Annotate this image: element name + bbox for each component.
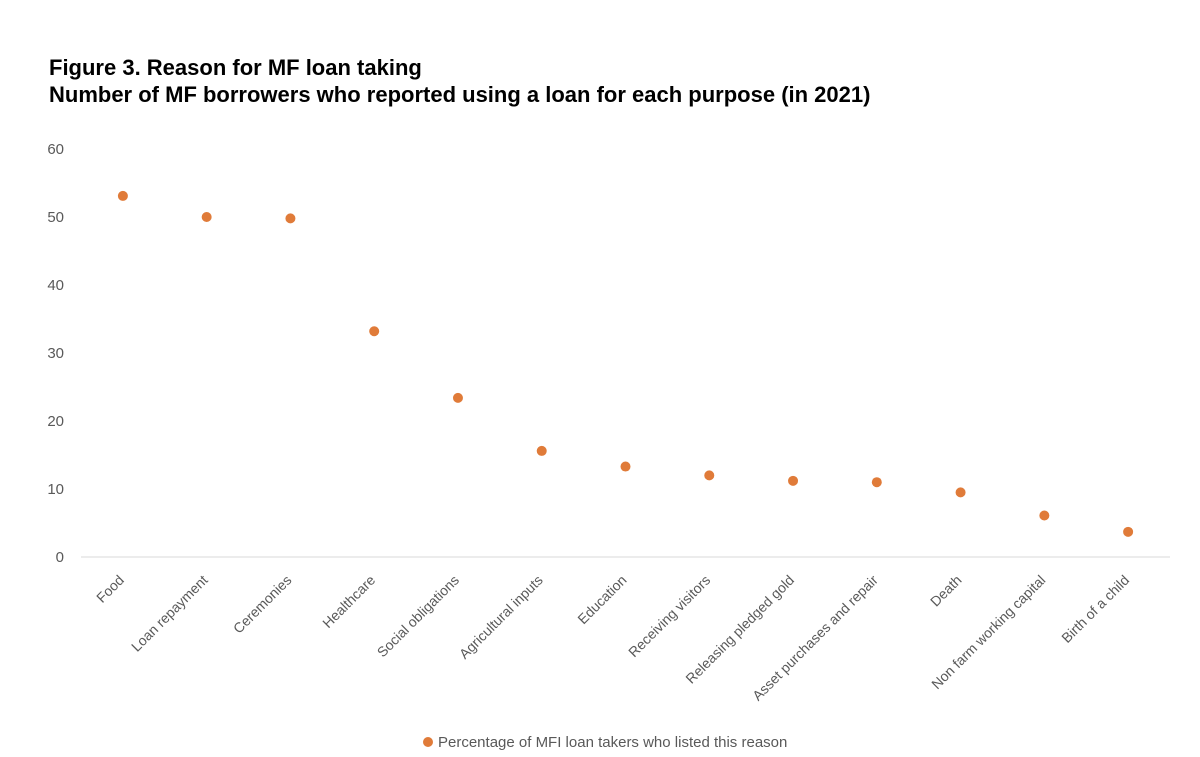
y-tick-label: 10 [47,481,64,498]
x-tick-label: Food [93,572,127,606]
data-point [704,470,715,481]
data-point [1039,510,1050,521]
legend-label: Percentage of MFI loan takers who listed… [438,734,787,751]
x-tick-label: Death [927,572,965,610]
axes: 0 10 20 30 40 50 60 Food Loan repayment Ceremonie… [47,141,1170,704]
x-tick-label: Healthcare [319,572,378,631]
legend-marker [423,737,433,747]
x-tick-label: Ceremonies [230,572,295,637]
y-tick-label: 20 [47,413,64,430]
data-point [871,477,882,488]
data-point [201,212,212,222]
x-tick-label: Loan repayment [128,572,211,655]
data-point [285,213,296,224]
y-tick-label: 50 [47,209,64,226]
x-tick-label: Social obligations [374,572,462,660]
data-point [117,190,128,201]
x-tick-label: Receiving visitors [625,572,713,660]
y-tick-label: 60 [47,141,64,158]
data-point [369,326,380,337]
data-point [955,487,966,498]
y-tick-label: 0 [56,549,64,566]
data-point [620,461,631,472]
data-point [452,392,463,403]
y-tick-label: 40 [47,277,64,294]
x-tick-label: Education [574,572,629,627]
data-point [536,445,547,456]
x-tick-label: Agricultural inputs [456,572,546,662]
chart-title: Figure 3. Reason for MF loan taking [49,55,422,80]
data-points [117,190,1134,537]
x-tick-label: Birth of a child [1058,572,1132,646]
legend: Percentage of MFI loan takers who listed… [423,734,787,751]
data-point [1123,526,1134,537]
y-tick-label: 30 [47,345,64,362]
data-point [788,475,799,486]
chart-subtitle: Number of MF borrowers who reported usin… [49,82,870,107]
